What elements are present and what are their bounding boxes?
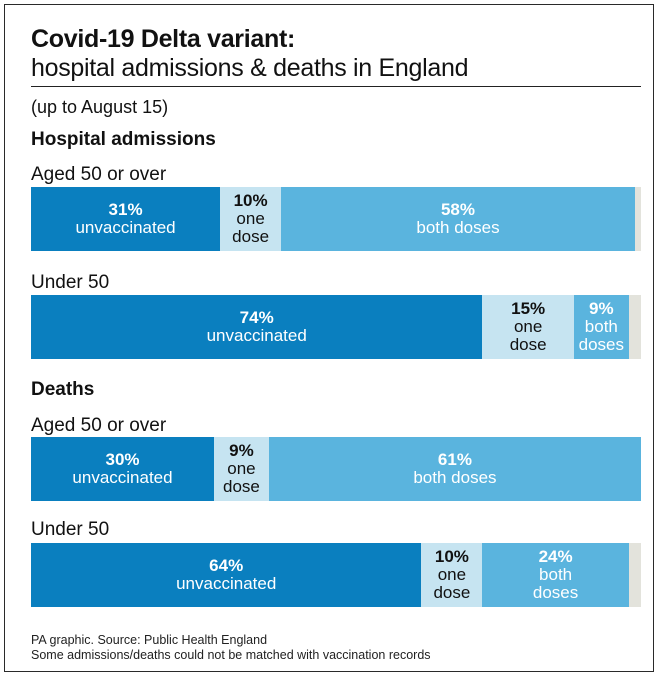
data-label-category: unvaccinated (75, 218, 176, 237)
data-label-category: one (437, 565, 467, 584)
data-label-percent: 15% (511, 299, 546, 318)
data-label-percent: 31% (108, 200, 143, 219)
bar-admissions-under-50: 74% unvaccinated 15% one dose 9% both doses (31, 295, 641, 359)
data-label-category: one (236, 209, 265, 228)
data-label-category: unvaccinated (206, 326, 307, 345)
data-label-category: unvaccinated (176, 574, 277, 593)
group-label-admissions-50-over: Aged 50 or over (31, 164, 167, 185)
data-label-category: doses (578, 335, 625, 354)
bar-deaths-50-over: 30% unvaccinated 9% one dose 61% both doses (31, 437, 641, 501)
bar-segment-one-dose: 10% one dose (421, 543, 483, 607)
bar-segment-both-doses: 58% both doses (281, 187, 635, 251)
data-label-percent: 10% (233, 191, 268, 210)
data-label-percent: 30% (105, 450, 140, 469)
data-label-percent: 58% (440, 200, 475, 219)
footer: PA graphic. Source: Public Health Englan… (31, 633, 431, 663)
bar-segment-unvaccinated: 74% unvaccinated (31, 295, 483, 359)
bar-segment-unvaccinated: 30% unvaccinated (31, 437, 214, 501)
footer-source: PA graphic. Source: Public Health Englan… (31, 633, 268, 647)
bar-segment-both-doses: 61% both doses (268, 437, 641, 501)
data-label-category: both doses (416, 218, 500, 237)
bar-deaths-under-50: 64% unvaccinated 10% one dose 24% both doses (31, 543, 641, 607)
date-note: (up to August 15) (31, 97, 169, 117)
chart-frame: Covid-19 Delta variant: hospital admissi… (4, 4, 654, 672)
data-label-category: one (227, 459, 256, 478)
bar-admissions-50-over: 31% unvaccinated 10% one dose 58% both doses (31, 187, 641, 251)
data-label-percent: 61% (437, 450, 472, 469)
bar-segment-one-dose: 10% one dose (220, 187, 282, 251)
data-label-category: doses (532, 583, 579, 602)
footer-note: Some admissions/deaths could not be matc… (31, 648, 431, 662)
data-label-percent: 10% (434, 547, 469, 566)
bar-segment-unvaccinated: 31% unvaccinated (31, 187, 221, 251)
data-label-category: unvaccinated (72, 468, 173, 487)
data-label-percent: 9% (589, 299, 614, 318)
data-label-category: dose (232, 227, 270, 246)
data-label-category: both doses (413, 468, 497, 487)
data-label-percent: 9% (229, 441, 254, 460)
data-label-category: dose (223, 477, 260, 496)
title-divider (31, 86, 641, 87)
chart-title: Covid-19 Delta variant: (31, 25, 296, 53)
group-label-admissions-under-50: Under 50 (31, 272, 110, 293)
data-label-percent: 64% (209, 556, 244, 575)
section-label-hospital-admissions: Hospital admissions (31, 129, 216, 150)
section-label-deaths: Deaths (31, 379, 95, 400)
bar-segment-unvaccinated: 64% unvaccinated (31, 543, 422, 607)
data-label-category: both (584, 317, 618, 336)
data-label-category: dose (433, 583, 471, 602)
group-label-deaths-under-50: Under 50 (31, 519, 110, 540)
data-label-category: dose (509, 335, 547, 354)
data-label-category: one (513, 317, 543, 336)
bar-segment-one-dose: 15% one dose (482, 295, 574, 359)
bar-segment-one-dose: 9% one dose (214, 437, 269, 501)
group-label-deaths-50-over: Aged 50 or over (31, 415, 167, 436)
bar-segment-both-doses: 9% both doses (573, 295, 629, 359)
data-label-category: both (539, 565, 573, 584)
bar-segment-both-doses: 24% both doses (482, 543, 629, 607)
data-label-percent: 74% (239, 308, 274, 327)
data-label-percent: 24% (538, 547, 573, 566)
chart-subtitle: hospital admissions & deaths in England (31, 54, 469, 82)
